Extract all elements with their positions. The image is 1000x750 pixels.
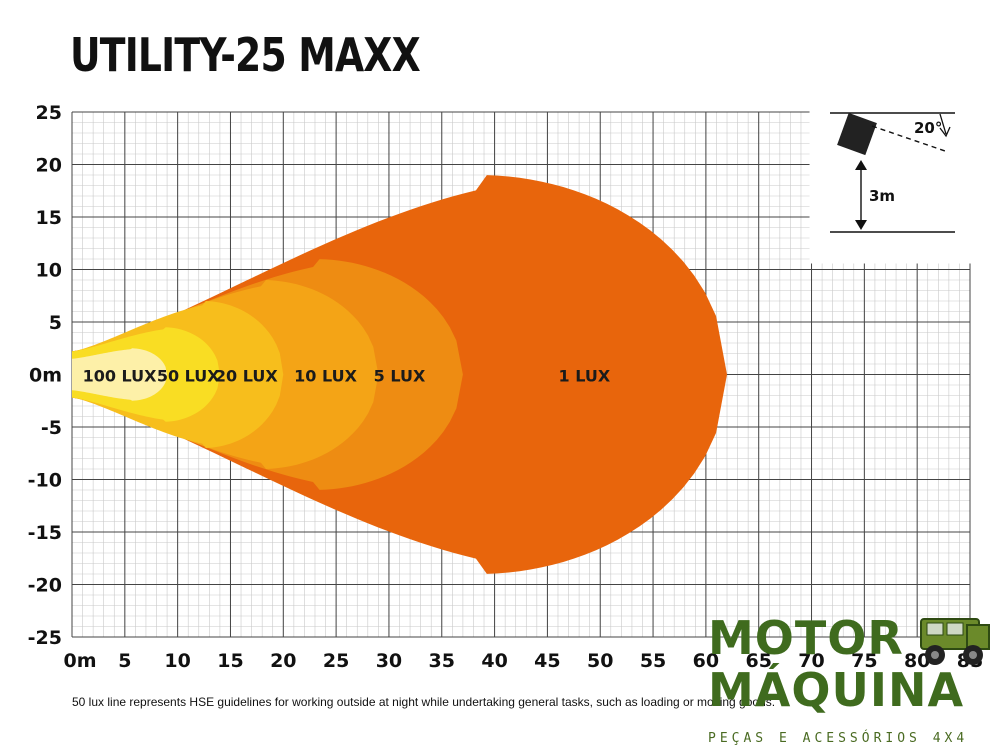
lux-label: 20 LUX [215, 367, 278, 386]
x-tick-label: 10 [164, 650, 190, 672]
lux-label: 50 LUX [157, 367, 220, 386]
dealer-watermark: MOTOR MÁQUINA PEÇAS E ACESSÓRIOS 4X4 [700, 605, 1000, 750]
inset-angle-label: 20° [914, 119, 942, 137]
x-tick-label: 0m [63, 650, 96, 672]
x-tick-label: 75 [851, 650, 877, 672]
x-tick-label: 55 [640, 650, 666, 672]
x-tick-label: 45 [534, 650, 560, 672]
y-tick-label: 15 [36, 207, 62, 229]
y-tick-label: 5 [49, 312, 62, 334]
lux-zone-100-lux [72, 348, 168, 401]
y-tick-label: 10 [36, 260, 62, 282]
inset-height-label: 3m [869, 187, 895, 205]
y-tick-label: -20 [28, 575, 62, 597]
x-tick-label: 20 [270, 650, 296, 672]
jeep-logo-icon [920, 618, 990, 665]
x-tick-label: 40 [481, 650, 507, 672]
x-tick-label: 65 [745, 650, 771, 672]
light-bar-icon [837, 112, 877, 156]
y-tick-label: -25 [28, 627, 62, 649]
lux-zones [72, 175, 728, 574]
x-tick-label: 60 [693, 650, 719, 672]
y-tick-label: 25 [36, 102, 62, 124]
x-tick-label: 5 [118, 650, 131, 672]
x-tick-label: 35 [429, 650, 455, 672]
x-tick-label: 80 [904, 650, 930, 672]
x-tick-label: 50 [587, 650, 613, 672]
x-tick-label: 25 [323, 650, 349, 672]
lux-chart: 20°3m 0m51015202530354045505560657075808… [28, 102, 984, 672]
watermark-line2: MÁQUINA [708, 663, 965, 717]
x-tick-label: 30 [376, 650, 402, 672]
y-tick-label: 20 [36, 155, 62, 177]
watermark-subtitle: PEÇAS E ACESSÓRIOS 4X4 [708, 731, 969, 746]
x-tick-label: 70 [798, 650, 824, 672]
y-axis-ticks: 25 20 15 10 5 0m -5 -10 -15 -20 -25 [28, 102, 62, 649]
angle-arrow-icon [939, 113, 951, 138]
lux-label: 100 LUX [83, 367, 158, 386]
chart-title: UTILITY-25 MAXX [70, 28, 421, 82]
x-tick-label: 15 [217, 650, 243, 672]
watermark-line1: MOTOR [708, 611, 904, 665]
y-tick-label: -5 [41, 417, 62, 439]
beam-angle-line [871, 125, 949, 153]
y-tick-label: -15 [28, 522, 62, 544]
lux-label: 10 LUX [294, 367, 357, 386]
lux-label: 5 LUX [374, 367, 426, 386]
lux-label: 1 LUX [559, 367, 611, 386]
mounting-inset: 20° 3m [809, 110, 974, 264]
y-tick-label: 0m [29, 365, 62, 387]
y-tick-label: -10 [28, 470, 62, 492]
hse-caption: 50 lux line represents HSE guidelines fo… [72, 695, 776, 709]
